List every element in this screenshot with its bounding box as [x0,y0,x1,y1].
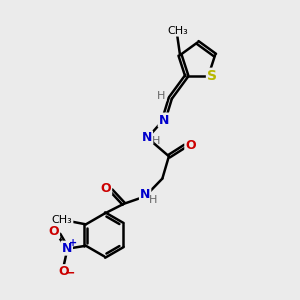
Text: N: N [142,131,152,144]
Text: N: N [159,113,169,127]
Text: H: H [157,91,166,101]
Text: S: S [207,69,217,83]
Text: N: N [62,242,72,255]
Text: O: O [58,265,69,278]
Text: CH₃: CH₃ [167,26,188,36]
Text: N: N [140,188,150,201]
Text: O: O [185,139,196,152]
Text: CH₃: CH₃ [52,215,73,225]
Text: O: O [48,225,59,238]
Text: H: H [149,195,158,205]
Text: +: + [69,238,77,248]
Text: H: H [152,136,160,146]
Text: −: − [65,267,76,280]
Text: O: O [100,182,111,195]
